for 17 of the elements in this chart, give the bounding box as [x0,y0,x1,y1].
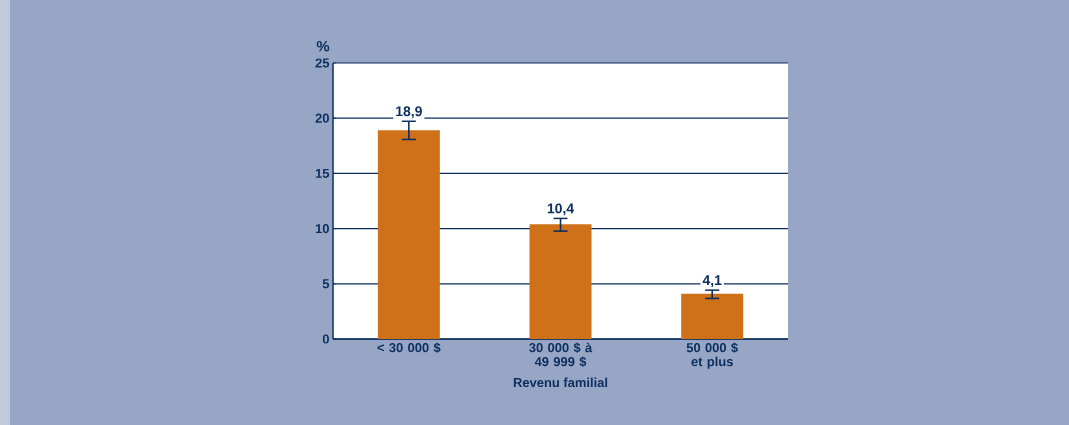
y-tick-label: 5 [322,279,330,289]
y-tick-label: 20 [315,113,329,123]
y-axis-title: % [316,40,330,52]
data-label: 4,1 [702,275,722,288]
bar [529,224,592,339]
x-tick-label: 50 000 $ et plus [686,342,738,369]
bar [377,130,440,339]
data-label: 18,9 [396,106,422,119]
data-label: 10,4 [547,203,575,216]
bar [681,293,744,339]
y-tick-label: 15 [315,168,330,178]
x-tick-label: 30 000 $ à 49 999 $ [529,342,593,368]
y-tick-label: 10 [315,224,329,234]
x-tick-label: < 30 000 $ [377,342,441,354]
y-tick-label: 0 [322,334,329,344]
x-axis-title: Revenu familial [513,377,608,388]
y-tick-label: 25 [315,58,330,68]
